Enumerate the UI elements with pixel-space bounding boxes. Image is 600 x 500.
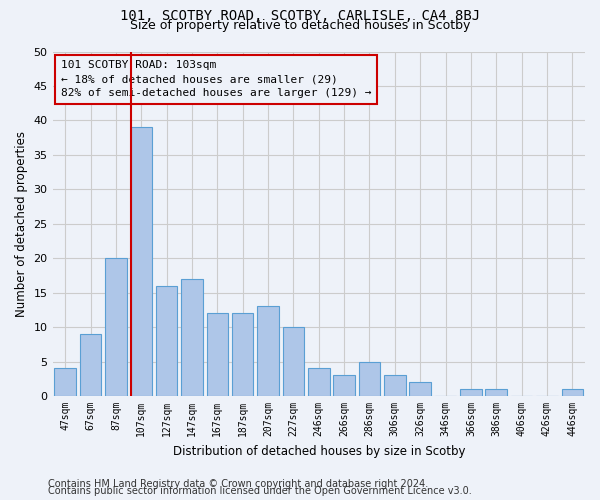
Bar: [308, 368, 329, 396]
Bar: [206, 314, 228, 396]
Text: 101, SCOTBY ROAD, SCOTBY, CARLISLE, CA4 8BJ: 101, SCOTBY ROAD, SCOTBY, CARLISLE, CA4 …: [120, 9, 480, 23]
Text: 101 SCOTBY ROAD: 103sqm
← 18% of detached houses are smaller (29)
82% of semi-de: 101 SCOTBY ROAD: 103sqm ← 18% of detache…: [61, 60, 371, 98]
Y-axis label: Number of detached properties: Number of detached properties: [15, 131, 28, 317]
Text: Contains public sector information licensed under the Open Government Licence v3: Contains public sector information licen…: [48, 486, 472, 496]
Bar: [156, 286, 178, 396]
Bar: [485, 389, 507, 396]
Bar: [460, 389, 482, 396]
Bar: [105, 258, 127, 396]
Bar: [181, 279, 203, 396]
Bar: [359, 362, 380, 396]
Bar: [131, 128, 152, 396]
Bar: [562, 389, 583, 396]
Bar: [55, 368, 76, 396]
Text: Contains HM Land Registry data © Crown copyright and database right 2024.: Contains HM Land Registry data © Crown c…: [48, 479, 428, 489]
Bar: [257, 306, 279, 396]
Bar: [409, 382, 431, 396]
Bar: [232, 314, 253, 396]
Bar: [283, 327, 304, 396]
X-axis label: Distribution of detached houses by size in Scotby: Distribution of detached houses by size …: [173, 444, 465, 458]
Bar: [384, 376, 406, 396]
Text: Size of property relative to detached houses in Scotby: Size of property relative to detached ho…: [130, 19, 470, 32]
Bar: [334, 376, 355, 396]
Bar: [80, 334, 101, 396]
